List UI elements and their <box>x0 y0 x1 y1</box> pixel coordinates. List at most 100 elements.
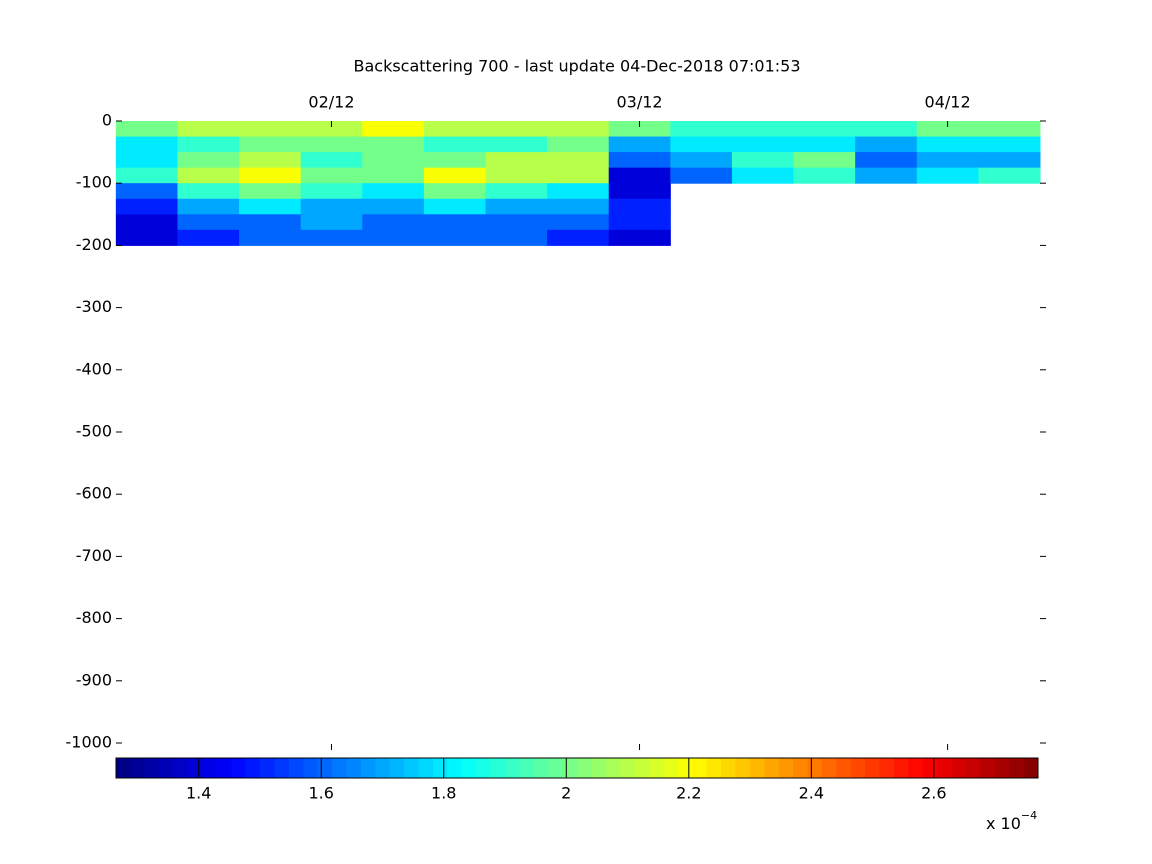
heat-cell <box>731 152 795 169</box>
colorbar-swatch <box>620 758 636 778</box>
x-tick-label: 02/12 <box>308 93 354 112</box>
heat-cell <box>300 152 363 169</box>
colorbar-swatch <box>533 758 549 778</box>
heat-cell <box>239 229 302 246</box>
heat-cell <box>485 229 548 246</box>
colorbar-swatch <box>375 758 391 778</box>
heat-cell <box>978 136 1041 153</box>
heat-cell <box>177 229 240 246</box>
colorbar-tick-label: 2 <box>561 784 571 803</box>
colorbar-swatch <box>965 758 981 778</box>
y-tick-label: -900 <box>76 670 112 689</box>
heat-cell <box>177 167 240 184</box>
heat-cell <box>855 167 918 184</box>
colorbar-swatch <box>188 758 203 778</box>
heat-cell <box>608 198 671 215</box>
colorbar-swatch <box>735 758 751 778</box>
heat-cell <box>916 136 979 153</box>
heat-cell <box>423 121 487 138</box>
heat-cell <box>547 121 610 138</box>
colorbar-swatch <box>346 758 362 778</box>
heat-cell <box>916 121 979 138</box>
heat-cell <box>608 183 671 200</box>
colorbar-swatch <box>893 758 909 778</box>
colorbar-swatch <box>865 758 881 778</box>
colorbar-swatch <box>850 758 866 778</box>
heat-cell <box>362 229 425 246</box>
exponent-base: x 10 <box>986 814 1021 833</box>
colorbar-swatch <box>879 758 895 778</box>
colorbar-tick-label: 1.6 <box>309 784 334 803</box>
colorbar-swatch <box>288 758 304 778</box>
heat-cell <box>300 167 363 184</box>
heat-cell <box>239 214 302 231</box>
colorbar-swatch <box>749 758 765 778</box>
colorbar-swatch <box>605 758 621 778</box>
colorbar-swatch <box>231 758 247 778</box>
colorbar-swatch <box>461 758 477 778</box>
heat-cell <box>239 167 302 184</box>
colorbar-swatch <box>447 758 463 778</box>
heat-cell <box>239 152 302 169</box>
heat-cell <box>855 152 918 169</box>
colorbar-frame <box>115 757 1039 779</box>
heat-cell <box>362 183 425 200</box>
heat-cell <box>608 152 671 169</box>
colorbar-swatch <box>260 758 275 778</box>
colorbar-swatch <box>706 758 722 778</box>
y-tick-label: -1000 <box>66 733 113 752</box>
heat-cell <box>793 121 856 138</box>
y-tick-label: -300 <box>76 297 112 316</box>
y-tick-label: -400 <box>76 359 112 378</box>
colorbar-swatch <box>980 758 996 778</box>
colorbar-swatch <box>116 758 131 778</box>
heat-cell <box>731 121 795 138</box>
colorbar-swatch <box>332 758 347 778</box>
y-tick-label: -200 <box>76 235 112 254</box>
colorbar-swatch <box>649 758 664 778</box>
colorbar-swatch <box>159 758 175 778</box>
heat-cell <box>362 167 425 184</box>
colorbar-swatch <box>591 758 607 778</box>
heat-cell <box>177 136 240 153</box>
y-tick-label: -100 <box>76 173 112 192</box>
heat-cell <box>485 167 548 184</box>
heat-cell <box>670 121 733 138</box>
colorbar-swatch <box>274 758 290 778</box>
colorbar-swatch <box>504 758 520 778</box>
colorbar-swatch <box>245 758 261 778</box>
heat-cell <box>239 121 302 138</box>
colorbar-swatch <box>663 758 679 778</box>
colorbar-swatch <box>821 758 837 778</box>
heat-cell <box>115 229 178 246</box>
heat-cell <box>547 198 610 215</box>
colorbar-exponent: x 10−4 <box>986 809 1037 833</box>
heat-cell <box>547 167 610 184</box>
heat-cell <box>177 183 240 200</box>
y-tick-label: -800 <box>76 608 112 627</box>
heat-cell <box>115 136 178 153</box>
heat-cell <box>670 136 733 153</box>
colorbar-swatch <box>793 758 808 778</box>
colorbar-swatch <box>202 758 218 778</box>
colorbar-tick-label: 1.4 <box>186 784 211 803</box>
heat-cell <box>978 167 1041 184</box>
colorbar-swatch <box>807 758 823 778</box>
heat-cell <box>177 198 240 215</box>
heat-cell <box>115 214 178 231</box>
colorbar-tick-label: 1.8 <box>431 784 456 803</box>
colorbar-swatch <box>692 758 708 778</box>
heat-cell <box>423 183 487 200</box>
heat-cell <box>239 198 302 215</box>
heat-cell <box>239 136 302 153</box>
colorbar-swatch <box>937 758 953 778</box>
colorbar-swatch <box>317 758 333 778</box>
heat-cell <box>300 214 363 231</box>
colorbar-swatch <box>577 758 592 778</box>
colorbar-swatch <box>764 758 780 778</box>
heat-cell <box>793 136 856 153</box>
colorbar-swatch <box>908 758 924 778</box>
colorbar-swatch <box>389 758 405 778</box>
colorbar-swatch <box>951 758 967 778</box>
